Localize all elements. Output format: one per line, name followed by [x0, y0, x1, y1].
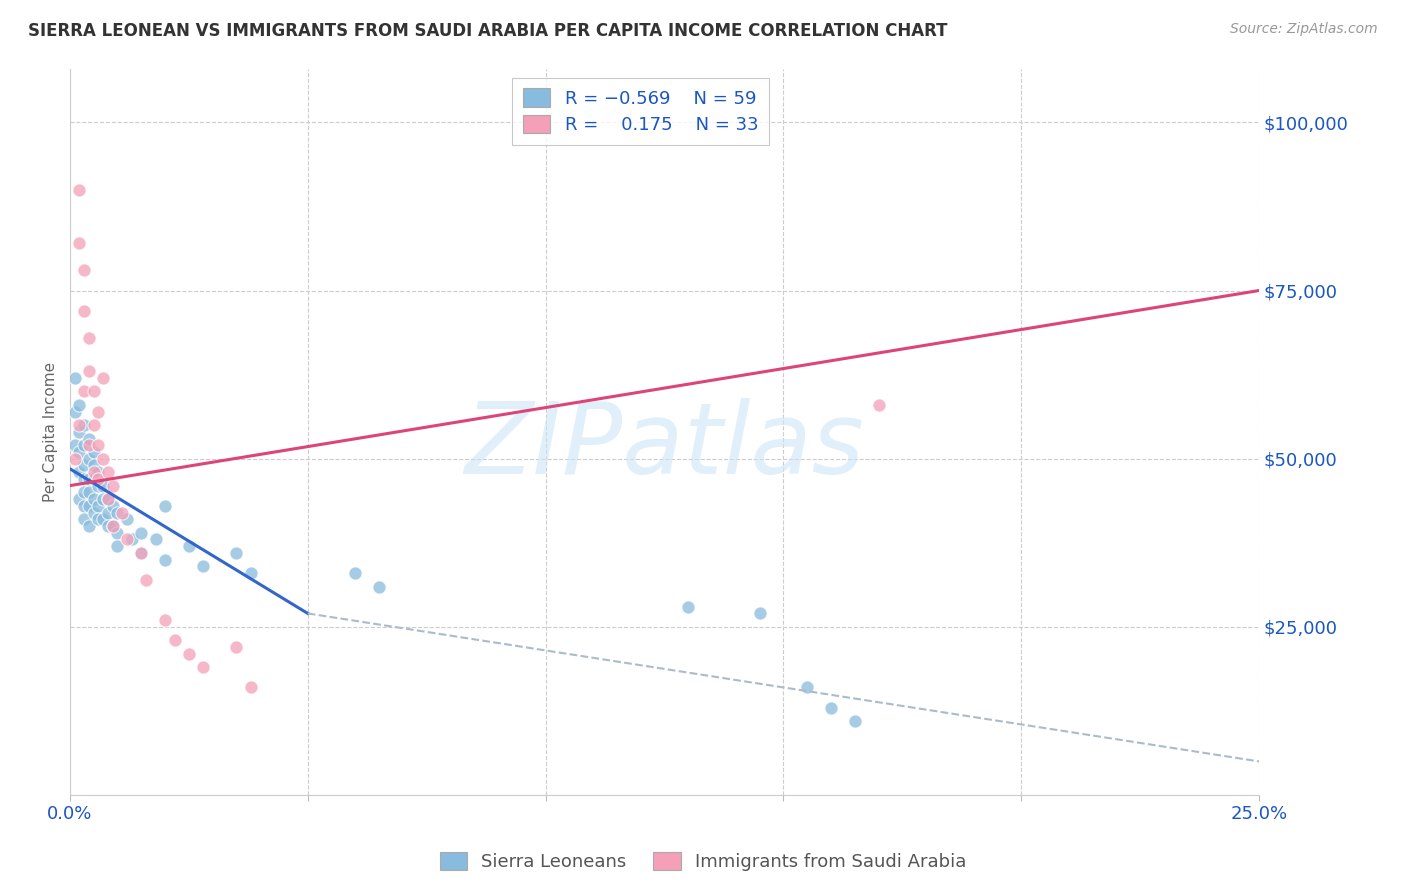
- Point: [83, 506, 105, 520]
- Point: [678, 599, 700, 614]
- Point: [91, 451, 114, 466]
- Point: [67, 183, 90, 197]
- Point: [107, 539, 129, 553]
- Point: [239, 566, 262, 580]
- Point: [225, 546, 247, 560]
- Point: [77, 519, 100, 533]
- Point: [796, 681, 818, 695]
- Point: [107, 525, 129, 540]
- Point: [63, 451, 86, 466]
- Point: [87, 478, 110, 492]
- Point: [129, 546, 152, 560]
- Point: [239, 681, 262, 695]
- Point: [87, 499, 110, 513]
- Point: [73, 438, 96, 452]
- Point: [91, 371, 114, 385]
- Point: [83, 445, 105, 459]
- Text: Source: ZipAtlas.com: Source: ZipAtlas.com: [1230, 22, 1378, 37]
- Point: [97, 465, 120, 479]
- Point: [63, 438, 86, 452]
- Point: [83, 472, 105, 486]
- Point: [73, 384, 96, 399]
- Point: [191, 660, 214, 674]
- Point: [107, 506, 129, 520]
- Point: [145, 533, 167, 547]
- Point: [63, 371, 86, 385]
- Point: [83, 465, 105, 479]
- Point: [63, 404, 86, 418]
- Point: [83, 491, 105, 506]
- Text: SIERRA LEONEAN VS IMMIGRANTS FROM SAUDI ARABIA PER CAPITA INCOME CORRELATION CHA: SIERRA LEONEAN VS IMMIGRANTS FROM SAUDI …: [28, 22, 948, 40]
- Point: [73, 263, 96, 277]
- Point: [87, 438, 110, 452]
- Point: [87, 472, 110, 486]
- Point: [87, 465, 110, 479]
- Point: [121, 533, 143, 547]
- Point: [115, 512, 138, 526]
- Point: [73, 485, 96, 500]
- Point: [97, 491, 120, 506]
- Point: [191, 559, 214, 574]
- Point: [368, 580, 391, 594]
- Point: [177, 539, 200, 553]
- Point: [225, 640, 247, 654]
- Point: [868, 398, 890, 412]
- Point: [77, 485, 100, 500]
- Point: [129, 525, 152, 540]
- Point: [820, 700, 842, 714]
- Point: [77, 330, 100, 344]
- Point: [91, 478, 114, 492]
- Point: [101, 499, 124, 513]
- Point: [101, 519, 124, 533]
- Point: [67, 491, 90, 506]
- Point: [67, 425, 90, 439]
- Point: [73, 499, 96, 513]
- Point: [67, 236, 90, 251]
- Point: [163, 633, 186, 648]
- Point: [73, 458, 96, 473]
- Point: [73, 418, 96, 433]
- Point: [153, 613, 176, 627]
- Legend: R = −0.569    N = 59, R =    0.175    N = 33: R = −0.569 N = 59, R = 0.175 N = 33: [512, 78, 769, 145]
- Point: [87, 404, 110, 418]
- Point: [67, 398, 90, 412]
- Point: [67, 445, 90, 459]
- Point: [844, 714, 866, 728]
- Point: [111, 506, 134, 520]
- Point: [97, 519, 120, 533]
- Point: [135, 573, 157, 587]
- Point: [73, 303, 96, 318]
- Legend: Sierra Leoneans, Immigrants from Saudi Arabia: Sierra Leoneans, Immigrants from Saudi A…: [433, 845, 973, 879]
- Point: [77, 364, 100, 378]
- Point: [83, 418, 105, 433]
- Point: [67, 418, 90, 433]
- Point: [97, 506, 120, 520]
- Point: [77, 499, 100, 513]
- Point: [77, 432, 100, 446]
- Point: [83, 458, 105, 473]
- Point: [73, 512, 96, 526]
- Point: [344, 566, 367, 580]
- Point: [129, 546, 152, 560]
- Point: [748, 607, 770, 621]
- Point: [153, 499, 176, 513]
- Point: [83, 384, 105, 399]
- Point: [153, 552, 176, 566]
- Y-axis label: Per Capita Income: Per Capita Income: [44, 362, 58, 502]
- Point: [101, 478, 124, 492]
- Point: [177, 647, 200, 661]
- Point: [77, 472, 100, 486]
- Point: [77, 451, 100, 466]
- Point: [97, 491, 120, 506]
- Point: [91, 512, 114, 526]
- Point: [91, 491, 114, 506]
- Point: [73, 472, 96, 486]
- Point: [77, 438, 100, 452]
- Point: [67, 465, 90, 479]
- Text: ZIPatlas: ZIPatlas: [464, 398, 865, 495]
- Point: [115, 533, 138, 547]
- Point: [101, 519, 124, 533]
- Point: [87, 512, 110, 526]
